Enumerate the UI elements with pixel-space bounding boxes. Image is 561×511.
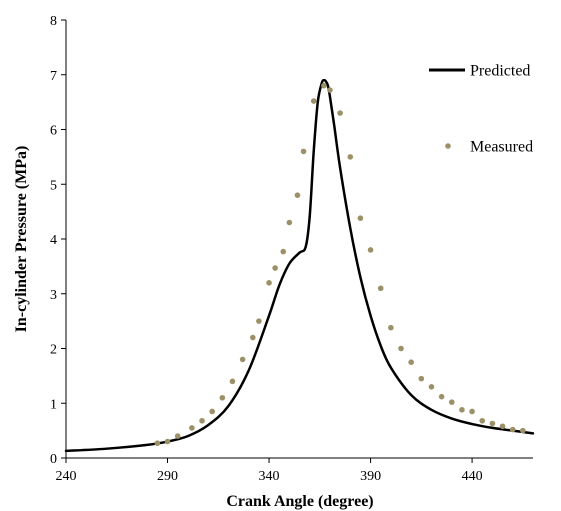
legend-label-predicted: Predicted: [470, 63, 530, 80]
data-point-measured: [266, 280, 272, 286]
data-point-measured: [272, 265, 278, 271]
data-point-measured: [219, 394, 226, 401]
legend-item-predicted: Predicted: [429, 63, 530, 80]
y-tick-label: 6: [50, 124, 57, 139]
x-axis-title: Crank Angle (degree): [226, 493, 373, 510]
data-point-measured: [327, 87, 333, 93]
data-point-measured: [321, 82, 327, 89]
y-tick-label: 4: [50, 233, 57, 248]
series-line-predicted: [64, 78, 535, 453]
x-tick-label: 240: [56, 469, 77, 484]
y-tick-label: 2: [50, 343, 57, 358]
data-point-measured: [280, 248, 287, 255]
data-point-measured: [199, 417, 205, 424]
data-point-measured: [300, 148, 307, 155]
plot-background: [66, 20, 533, 458]
data-point-measured: [209, 408, 215, 415]
x-tick-label: 340: [259, 469, 280, 484]
x-tick-label: 440: [462, 469, 483, 484]
data-point-measured: [294, 192, 301, 198]
legend-marker-measured: [445, 143, 451, 149]
legend: Predicted Measured: [429, 63, 533, 156]
data-point-measured: [398, 345, 404, 352]
data-point-measured: [388, 324, 394, 331]
data-point-measured: [509, 426, 516, 433]
y-tick-label: 3: [50, 288, 57, 303]
data-point-measured: [256, 318, 262, 324]
data-point-measured: [438, 393, 445, 400]
y-tick-label: 5: [50, 178, 57, 193]
plot-area: 0 1 2 3 4 5 6 7 8 240 290 340 390 440: [50, 14, 535, 484]
y-axis-title: In-cylinder Pressure (MPa): [13, 146, 30, 333]
data-point-measured: [408, 359, 414, 365]
data-point-measured: [499, 423, 506, 430]
y-tick-label: 1: [50, 397, 57, 412]
data-point-measured: [520, 427, 526, 434]
data-point-measured: [229, 378, 236, 385]
data-point-measured: [337, 110, 343, 116]
data-point-measured: [154, 440, 161, 447]
data-point-measured: [479, 417, 486, 424]
y-tick-label: 7: [50, 69, 57, 84]
data-point-measured: [448, 399, 455, 405]
data-point-measured: [418, 375, 425, 382]
data-point-measured: [347, 154, 354, 160]
legend-item-measured: Measured: [445, 139, 533, 156]
data-point-measured: [239, 356, 246, 363]
legend-label-measured: Measured: [470, 139, 533, 156]
data-point-measured: [459, 407, 465, 413]
data-point-measured: [357, 215, 364, 221]
series-layer: [64, 78, 535, 453]
tick-layer: 0 1 2 3 4 5 6 7 8 240 290 340 390 440: [50, 14, 483, 484]
data-point-measured: [250, 334, 256, 341]
data-point-measured: [469, 408, 475, 415]
data-point-measured: [377, 285, 384, 292]
data-point-measured: [189, 425, 195, 431]
data-point-measured: [489, 420, 496, 427]
x-tick-label: 390: [360, 469, 381, 484]
data-point-measured: [428, 384, 435, 390]
x-tick-label: 290: [157, 469, 178, 484]
data-point-measured: [164, 438, 171, 445]
y-tick-label: 8: [50, 14, 57, 29]
data-point-measured: [367, 247, 374, 253]
data-point-measured: [174, 433, 181, 439]
data-point-measured: [310, 98, 317, 104]
data-point-measured: [286, 219, 293, 226]
y-tick-label: 0: [50, 452, 57, 467]
